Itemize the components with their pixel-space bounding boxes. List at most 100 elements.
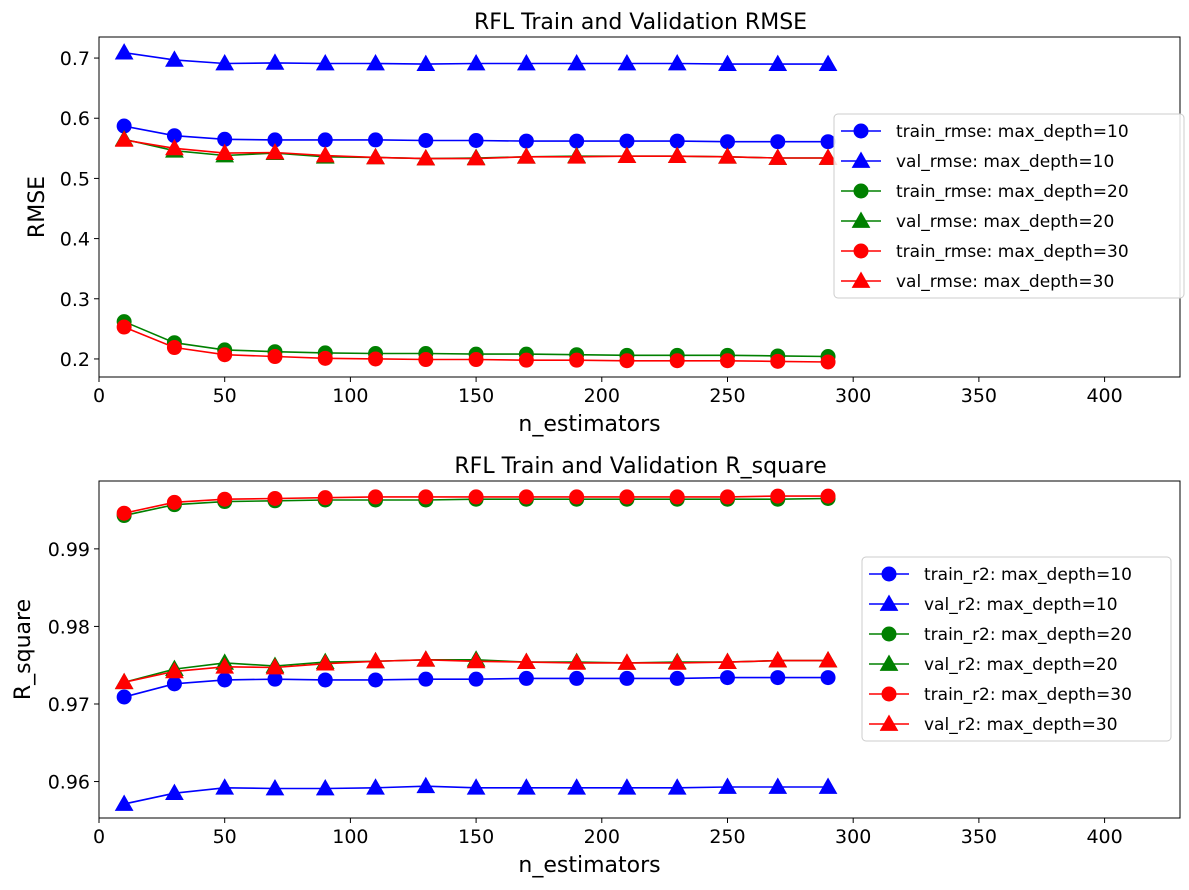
y-tick-label: 0.7 bbox=[60, 48, 90, 70]
data-point bbox=[317, 350, 333, 366]
data-point bbox=[517, 778, 536, 795]
data-point bbox=[166, 676, 182, 692]
data-point bbox=[569, 133, 585, 149]
data-point bbox=[366, 651, 385, 669]
data-point bbox=[518, 670, 534, 686]
legend-label: train_rmse: max_depth=10 bbox=[896, 122, 1129, 142]
data-point bbox=[267, 349, 283, 365]
data-point bbox=[820, 488, 836, 504]
y-tick-label: 0.6 bbox=[60, 108, 90, 130]
y-tick-label: 0.3 bbox=[60, 289, 90, 311]
data-point bbox=[114, 130, 134, 147]
data-point bbox=[567, 778, 587, 795]
legend-label: val_rmse: max_depth=10 bbox=[896, 152, 1114, 172]
data-point bbox=[418, 133, 434, 149]
data-point bbox=[619, 133, 635, 149]
data-point bbox=[718, 147, 737, 164]
data-point bbox=[669, 353, 685, 369]
data-point bbox=[820, 134, 836, 150]
data-point bbox=[265, 658, 285, 675]
data-point bbox=[315, 146, 335, 163]
data-point bbox=[567, 147, 587, 164]
data-point bbox=[215, 53, 235, 71]
data-point bbox=[768, 148, 788, 165]
x-tick-label: 300 bbox=[835, 385, 871, 407]
data-point bbox=[818, 54, 838, 71]
data-point bbox=[818, 777, 838, 794]
data-point bbox=[215, 143, 235, 161]
data-point bbox=[317, 132, 333, 148]
data-point bbox=[619, 670, 635, 686]
data-point bbox=[517, 652, 536, 669]
y-axis-label: RMSE bbox=[25, 176, 50, 238]
data-point bbox=[165, 661, 184, 679]
x-tick-label: 200 bbox=[584, 385, 620, 407]
series bbox=[114, 776, 838, 811]
x-tick-label: 0 bbox=[93, 385, 105, 407]
y-tick-label: 0.5 bbox=[60, 168, 90, 190]
data-point bbox=[569, 670, 585, 686]
data-point bbox=[719, 353, 735, 369]
data-point bbox=[517, 53, 536, 71]
series bbox=[114, 130, 838, 166]
data-point bbox=[468, 671, 484, 687]
y-tick-label: 0.97 bbox=[48, 694, 90, 716]
data-point bbox=[416, 149, 436, 166]
x-tick-label: 100 bbox=[332, 385, 368, 407]
x-axis-label: n_estimators bbox=[518, 853, 660, 878]
data-point bbox=[116, 689, 132, 705]
data-point bbox=[669, 670, 685, 686]
data-point bbox=[617, 778, 637, 795]
data-point bbox=[116, 319, 132, 335]
chart-title: RFL Train and Validation RMSE bbox=[474, 10, 807, 35]
legend-label: train_r2: max_depth=30 bbox=[924, 685, 1132, 705]
data-point bbox=[770, 670, 786, 686]
legend-box bbox=[861, 556, 1172, 742]
data-point bbox=[820, 354, 836, 370]
data-point bbox=[368, 489, 384, 505]
y-tick-label: 0.4 bbox=[60, 229, 90, 251]
x-tick-label: 0 bbox=[93, 826, 105, 848]
y-tick-label: 0.99 bbox=[48, 539, 90, 561]
x-tick-label: 400 bbox=[1086, 826, 1122, 848]
data-point bbox=[818, 148, 838, 165]
series bbox=[116, 670, 836, 705]
x-tick-label: 400 bbox=[1086, 385, 1122, 407]
data-point bbox=[368, 351, 384, 367]
series bbox=[116, 488, 836, 521]
data-point bbox=[416, 776, 436, 794]
legend-marker bbox=[879, 654, 899, 671]
data-point bbox=[820, 670, 836, 686]
data-point bbox=[718, 777, 737, 794]
legend-marker bbox=[853, 243, 869, 259]
data-point bbox=[518, 352, 534, 368]
data-point bbox=[667, 146, 687, 164]
data-point bbox=[315, 779, 335, 796]
data-point bbox=[770, 353, 786, 369]
plot-frame bbox=[98, 480, 1181, 819]
data-point bbox=[667, 778, 687, 795]
x-tick-label: 200 bbox=[584, 826, 620, 848]
data-point bbox=[114, 794, 134, 811]
legend-label: val_rmse: max_depth=20 bbox=[896, 212, 1114, 232]
data-point bbox=[418, 671, 434, 687]
x-tick-label: 350 bbox=[961, 385, 997, 407]
r-square-chart: RFL Train and Validation R_square 0 50 100 1… bbox=[11, 454, 1181, 878]
data-point bbox=[265, 779, 285, 796]
data-point bbox=[265, 53, 285, 70]
x-tick-label: 150 bbox=[458, 826, 494, 848]
chart-title: RFL Train and Validation R_square bbox=[454, 454, 826, 479]
x-tick-label: 100 bbox=[332, 826, 368, 848]
legend-label: val_rmse: max_depth=30 bbox=[896, 272, 1114, 292]
data-point bbox=[719, 670, 735, 686]
data-point bbox=[315, 654, 335, 671]
legend-label: val_r2: max_depth=20 bbox=[924, 655, 1118, 675]
data-point bbox=[466, 53, 486, 71]
data-point bbox=[718, 54, 737, 71]
legend-label: val_r2: max_depth=10 bbox=[924, 595, 1118, 615]
data-point bbox=[567, 653, 587, 670]
data-point bbox=[669, 133, 685, 149]
data-point bbox=[114, 672, 134, 690]
data-point bbox=[165, 50, 184, 67]
